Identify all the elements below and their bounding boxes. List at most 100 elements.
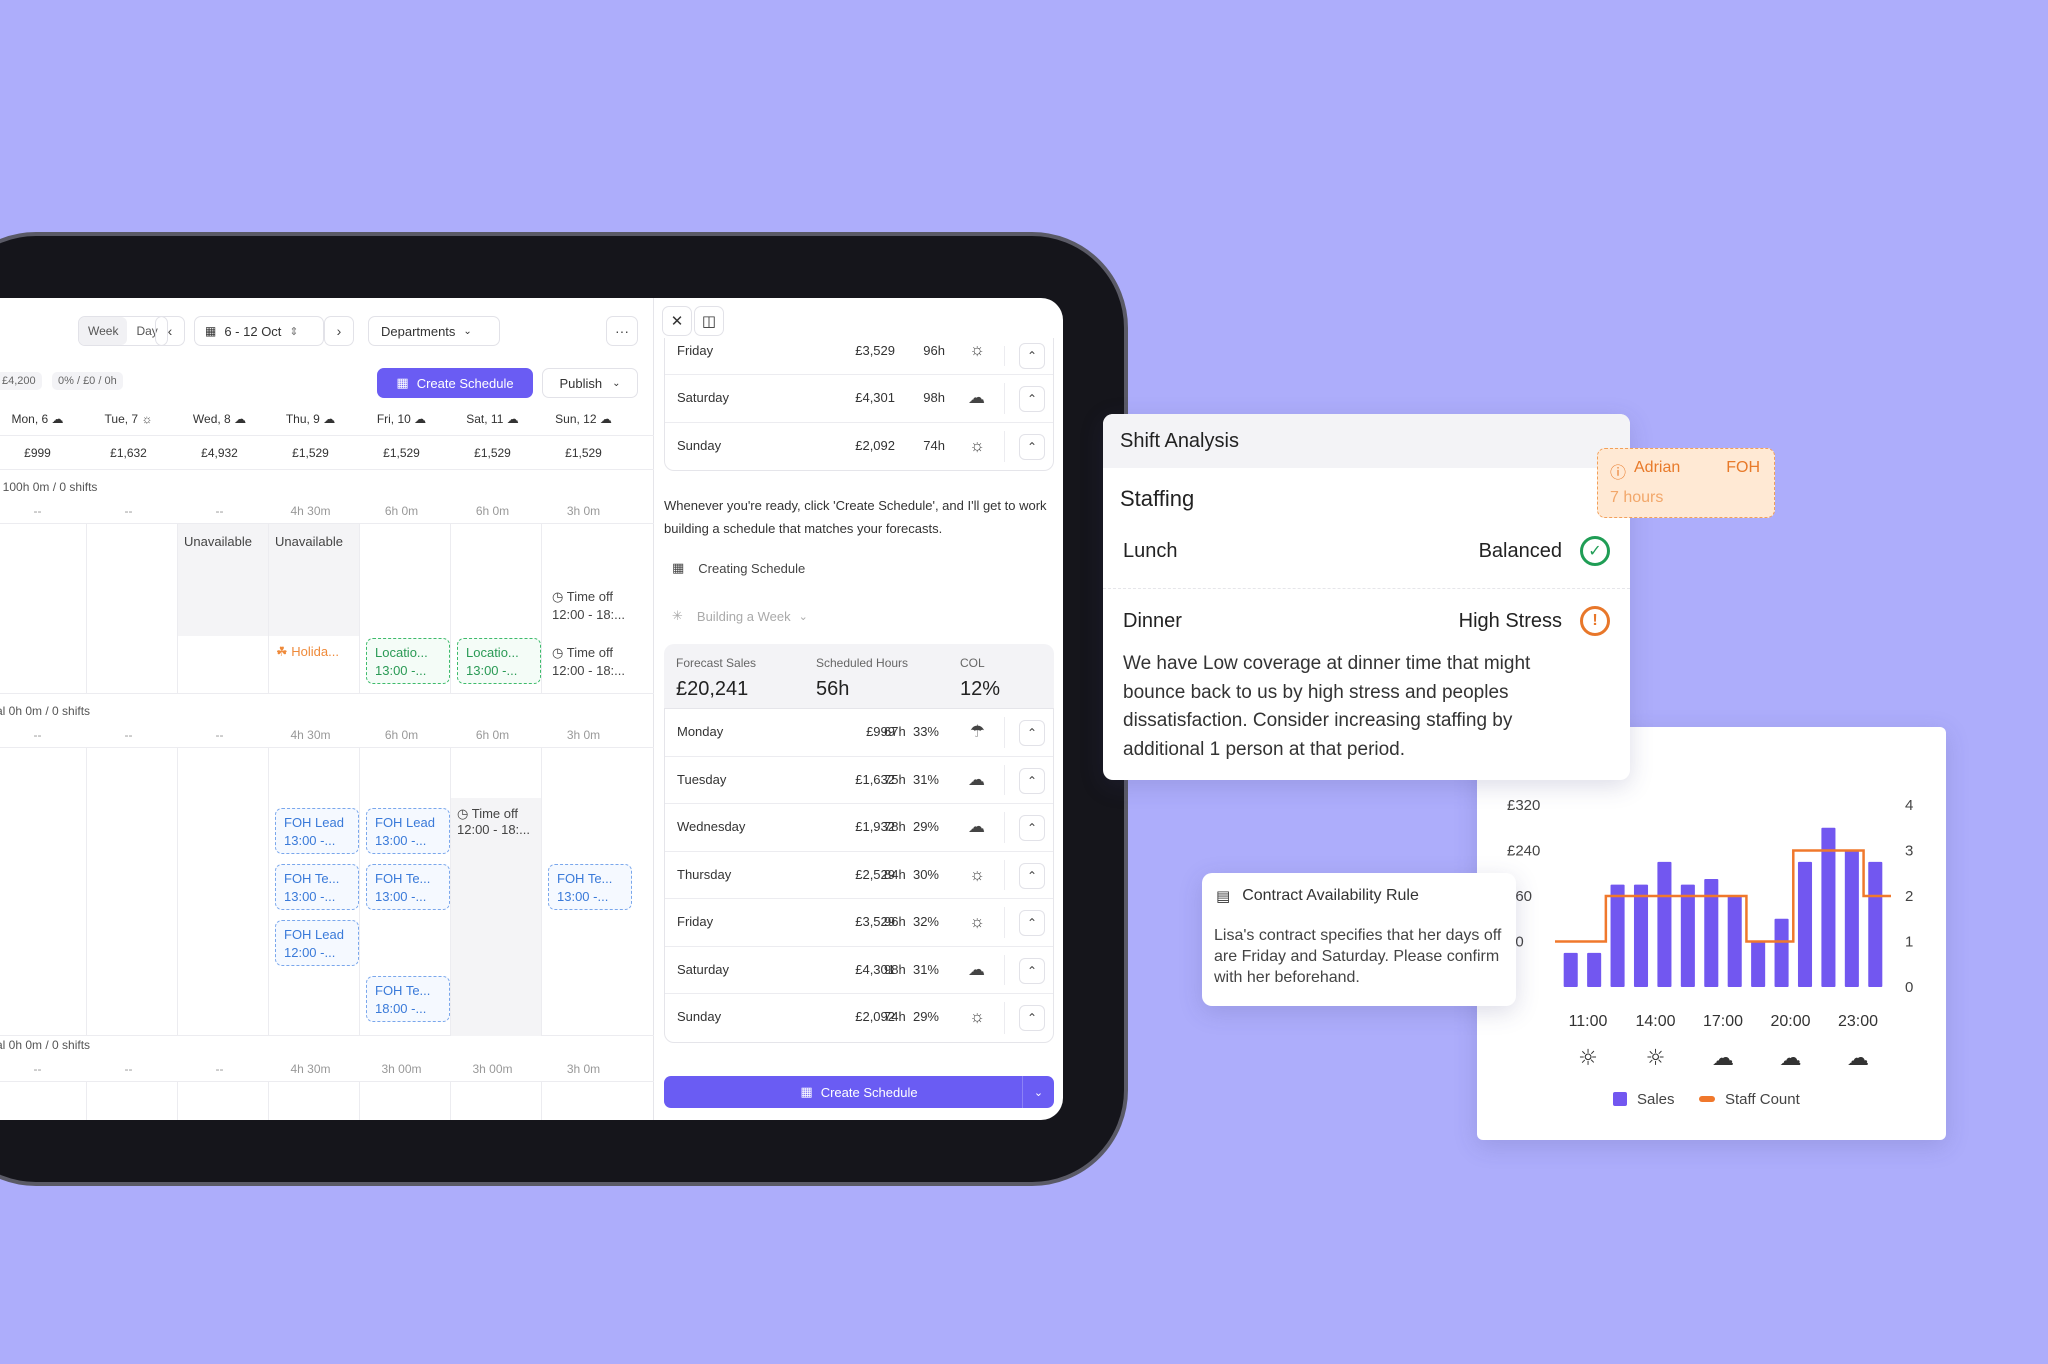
budget-pill: £4,200 bbox=[0, 372, 42, 390]
staff-hours: 7 hours bbox=[1610, 489, 1664, 506]
shift-analysis-title: Shift Analysis bbox=[1103, 414, 1630, 468]
foh-team-shift-chip[interactable]: FOH Te... 18:00 -... bbox=[366, 976, 450, 1022]
sales-bar bbox=[1821, 827, 1836, 987]
lunch-status: Balanced bbox=[1478, 540, 1562, 562]
col-percent: COL 12% bbox=[960, 656, 1001, 700]
palm-tree-icon: ☘ bbox=[276, 644, 288, 659]
staff-drag-card[interactable]: ⓘ Adrian FOH 7 hours bbox=[1597, 448, 1775, 518]
location-shift-chip[interactable]: Locatio... 13:00 -... bbox=[366, 638, 450, 684]
foh-team-shift-chip[interactable]: FOH Te... 13:00 -... bbox=[548, 864, 632, 910]
cloudy-icon: ☁ bbox=[323, 412, 336, 426]
cloudy-icon: ☁ bbox=[414, 412, 427, 426]
day-row: Sunday £2,092 74h ☼ ⌃ bbox=[665, 423, 1053, 471]
foh-lead-shift-chip[interactable]: FOH Lead 13:00 -... bbox=[275, 808, 359, 854]
foh-lead-shift-chip[interactable]: FOH Lead 13:00 -... bbox=[366, 808, 450, 854]
sun-icon: ☼ bbox=[1578, 1046, 1598, 1071]
clock-icon: ◷ bbox=[552, 645, 564, 660]
sales-bar bbox=[1774, 918, 1789, 987]
scheduled-hours: Scheduled Hours 56h bbox=[816, 656, 909, 700]
sun-icon: ☼ bbox=[969, 1007, 985, 1026]
chevron-left-icon: ‹ bbox=[167, 323, 173, 339]
expand-row-button[interactable]: ⌃ bbox=[1019, 343, 1045, 369]
y-axis-left-tick: £320 bbox=[1507, 797, 1540, 814]
chevron-down-icon: ⌄ bbox=[798, 610, 808, 623]
dropdown-toggle-button[interactable]: ⌄ bbox=[1022, 1076, 1054, 1108]
date-range-label: 6 - 12 Oct bbox=[224, 323, 282, 339]
expand-row-button[interactable]: ⌃ bbox=[1019, 386, 1045, 412]
sort-icon: ⇕ bbox=[289, 325, 299, 338]
section-total: otal 100h 0m / 0 shifts bbox=[0, 480, 98, 494]
chevron-down-icon: ⌄ bbox=[463, 325, 472, 337]
day-total: £999 bbox=[24, 446, 51, 460]
day-row: Wednesday £1,932 78h 29% ☁ ⌃ bbox=[665, 804, 1053, 852]
cloudy-icon: ☁ bbox=[968, 388, 985, 407]
time-off-entry[interactable]: ◷ Time off 12:00 - 18:... bbox=[552, 645, 625, 678]
create-schedule-button[interactable]: ▦ Create Schedule bbox=[377, 368, 533, 398]
note-icon: ▤ bbox=[1216, 888, 1231, 905]
contract-rule-body: Lisa's contract specifies that her days … bbox=[1214, 927, 1502, 986]
y-axis-left-tick: £240 bbox=[1507, 843, 1540, 860]
sun-icon: ☼ bbox=[969, 340, 985, 359]
unavailable-cell[interactable]: Unavailable bbox=[269, 524, 359, 636]
staffing-heading: Staffing bbox=[1120, 486, 1195, 511]
expand-row-button[interactable]: ⌃ bbox=[1019, 910, 1045, 936]
app-screen: Week Day ‹ ▦ 6 - 12 Oct ⇕ › Departments … bbox=[0, 298, 1063, 1120]
holiday-entry[interactable]: ☘ Holida... bbox=[276, 644, 339, 659]
unavailable-cell[interactable]: Unavailable bbox=[178, 524, 268, 636]
day-header: Wed, 8 ☁ bbox=[192, 412, 247, 426]
close-button[interactable]: ✕ bbox=[662, 306, 692, 336]
create-schedule-submit-button[interactable]: ▦ Create Schedule ⌄ bbox=[664, 1076, 1054, 1108]
forecast-summary: Forecast Sales £20,241 Scheduled Hours 5… bbox=[664, 644, 1054, 708]
foh-lead-shift-chip[interactable]: FOH Lead 12:00 -... bbox=[275, 920, 359, 966]
day-row: Sunday £2,092 74h 29% ☼ ⌃ bbox=[665, 994, 1053, 1042]
sun-icon: ☼ bbox=[141, 412, 153, 426]
expand-row-button[interactable]: ⌃ bbox=[1019, 767, 1045, 794]
sales-bar bbox=[1633, 884, 1649, 987]
publish-button[interactable]: Publish ⌄ bbox=[542, 368, 638, 398]
more-options-button[interactable]: ··· bbox=[606, 316, 638, 346]
cloudy-icon: ☁ bbox=[968, 959, 985, 979]
location-shift-chip[interactable]: Locatio... 13:00 -... bbox=[457, 638, 541, 684]
day-total: £4,932 bbox=[201, 446, 238, 460]
week-forecast-table: Monday £999 67h 33% ☂ ⌃ Tuesday £1,632 75h… bbox=[664, 708, 1054, 1043]
cloudy-icon: ☁ bbox=[506, 412, 519, 426]
shift-analysis-description: We have Low coverage at dinner time that… bbox=[1123, 653, 1531, 760]
sales-bar bbox=[1563, 952, 1578, 987]
expand-row-button[interactable]: ⌃ bbox=[1019, 862, 1045, 889]
departments-select[interactable]: Departments ⌄ bbox=[368, 316, 500, 346]
foh-team-shift-chip[interactable]: FOH Te... 13:00 -... bbox=[366, 864, 450, 910]
next-week-button[interactable]: › bbox=[324, 316, 354, 346]
shift-analysis-card: Shift Analysis Staffing Lunch Balanced ✓… bbox=[1103, 414, 1630, 780]
expand-row-button[interactable]: ⌃ bbox=[1019, 1005, 1045, 1031]
expand-row-button[interactable]: ⌃ bbox=[1019, 433, 1045, 460]
expand-row-button[interactable]: ⌃ bbox=[1019, 815, 1045, 841]
chevron-right-icon: › bbox=[336, 323, 342, 339]
departments-label: Departments bbox=[381, 323, 456, 339]
section-grid bbox=[0, 1082, 654, 1120]
expand-row-button[interactable]: ⌃ bbox=[1019, 957, 1045, 984]
y-axis-right-tick: 3 bbox=[1905, 843, 1913, 860]
schedule-summary: d £4,200 0% / £0 / 0h ▦ Create Schedule … bbox=[0, 358, 654, 402]
day-total: £1,529 bbox=[565, 446, 602, 460]
time-off-entry[interactable]: ◷ Time off 12:00 - 18:... bbox=[552, 589, 625, 622]
date-range-picker[interactable]: ▦ 6 - 12 Oct ⇕ bbox=[194, 316, 324, 346]
divider bbox=[1103, 588, 1630, 589]
alert-circle-icon: ⓘ bbox=[1610, 465, 1627, 482]
cloudy-icon: ☁ bbox=[1712, 1046, 1734, 1071]
time-off-entry[interactable]: ◷ Time off 12:00 - 18:... bbox=[451, 798, 541, 1036]
assistant-toolbar: ✕ ◫ bbox=[654, 298, 1063, 344]
section-grid: FOH Lead 13:00 -... FOH Te... 13:00 -... F… bbox=[0, 748, 654, 1036]
legend-sales-swatch bbox=[1613, 1092, 1627, 1106]
day-header: Sat, 11 ☁ bbox=[466, 412, 519, 426]
view-week-button[interactable]: Week bbox=[79, 317, 128, 345]
prev-week-button[interactable]: ‹ bbox=[155, 316, 185, 346]
toggle-panel-button[interactable]: ◫ bbox=[694, 306, 724, 336]
day-row: Monday £999 67h 33% ☂ ⌃ bbox=[665, 709, 1053, 757]
sidebar-icon: ◫ bbox=[701, 313, 717, 330]
legend-staff-swatch bbox=[1699, 1096, 1715, 1102]
day-header-row: Mon, 6 ☁ Tue, 7 ☼ Wed, 8 ☁ Thu, 9 ☁ Fri,… bbox=[0, 402, 654, 436]
expand-row-button[interactable]: ⌃ bbox=[1019, 720, 1045, 746]
task-building-week[interactable]: ✳ Building a Week ⌄ bbox=[672, 608, 808, 624]
foh-team-shift-chip[interactable]: FOH Te... 13:00 -... bbox=[275, 864, 359, 910]
view-day-button[interactable]: Day bbox=[136, 324, 158, 338]
